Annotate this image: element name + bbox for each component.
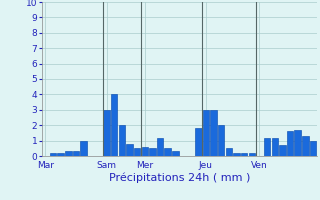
Bar	[126, 144, 133, 156]
Bar	[65, 151, 72, 156]
Bar	[103, 110, 110, 156]
Bar	[241, 153, 247, 156]
Bar	[264, 138, 270, 156]
Bar	[50, 153, 56, 156]
Bar	[149, 148, 156, 156]
Bar	[249, 153, 255, 156]
Bar	[294, 130, 301, 156]
Bar	[58, 153, 64, 156]
Bar	[119, 125, 125, 156]
Bar	[302, 136, 308, 156]
Bar	[111, 94, 117, 156]
Bar	[310, 141, 316, 156]
Bar	[164, 148, 171, 156]
Bar	[279, 145, 286, 156]
Bar	[287, 131, 293, 156]
Bar	[80, 141, 87, 156]
Bar	[73, 151, 79, 156]
Bar	[195, 128, 202, 156]
Bar	[134, 148, 140, 156]
Bar	[210, 110, 217, 156]
Bar	[233, 153, 240, 156]
Bar	[218, 125, 225, 156]
X-axis label: Précipitations 24h ( mm ): Précipitations 24h ( mm )	[108, 173, 250, 183]
Bar	[172, 151, 179, 156]
Bar	[226, 148, 232, 156]
Bar	[203, 110, 209, 156]
Bar	[157, 138, 163, 156]
Bar	[141, 147, 148, 156]
Bar	[271, 138, 278, 156]
